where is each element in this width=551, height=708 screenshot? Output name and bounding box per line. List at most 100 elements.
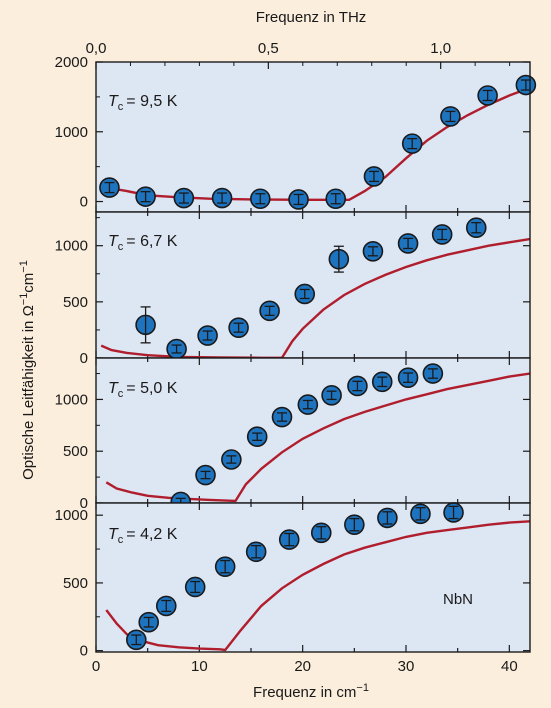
x-tick-label: 40 (501, 658, 518, 675)
data-point (259, 300, 280, 322)
data-point (195, 464, 216, 486)
data-point (325, 188, 347, 210)
x-axis-title-text: Frequenz in cm (253, 684, 356, 701)
data-point (401, 133, 423, 154)
tc-value: = 6,7 K (126, 233, 177, 250)
data-point (184, 576, 206, 598)
y-tick-label: 500 (63, 294, 88, 311)
top-axis-title: Frequenz in THz (256, 9, 367, 26)
data-point (397, 233, 419, 254)
y-tick-label: 0 (80, 495, 88, 512)
y-tick-label: 0 (80, 350, 88, 367)
data-point (440, 106, 461, 127)
data-point (228, 317, 249, 338)
y-axis-title-unit: cm (20, 273, 37, 293)
data-point (214, 556, 236, 577)
data-point (221, 449, 242, 470)
data-point (135, 306, 156, 344)
data-point (465, 217, 487, 239)
theory-curve (106, 86, 530, 201)
top-axis-tick-label: 1,0 (430, 40, 451, 57)
data-point (173, 187, 195, 209)
data-point (126, 629, 147, 651)
x-tick-label: 30 (398, 658, 415, 675)
y-tick-label: 0 (80, 194, 88, 211)
data-point (431, 224, 453, 245)
data-point (166, 338, 187, 360)
y-tick-label: 1000 (55, 507, 88, 524)
data-point (245, 541, 267, 563)
tc-subscript: c (118, 101, 124, 113)
data-point (443, 502, 464, 523)
axes-layer: 0 10 20 30 40 0,0 0,5 1,0 (86, 40, 518, 675)
data-point (328, 245, 350, 273)
x-axis-title: Frequenz in cm−1 (253, 682, 369, 701)
plot-area (96, 212, 530, 358)
panel-frame (95, 502, 531, 653)
panel-3: 0 500 1000 Tc = 5,0 K (55, 357, 531, 513)
x-axis-title-superscript: −1 (356, 682, 369, 694)
data-point (422, 363, 444, 384)
tc-symbol: T (108, 233, 119, 250)
y-tick-label: 1000 (55, 391, 88, 408)
tc-value: = 9,5 K (126, 93, 177, 110)
panel-1: 0 1000 2000 Tc = 9,5 K (55, 54, 537, 213)
tc-value: = 5,0 K (126, 380, 177, 397)
data-point (297, 394, 319, 415)
top-axis-tick-label: 0,0 (86, 40, 107, 57)
plot-area (96, 358, 530, 503)
data-point (99, 177, 120, 198)
data-point (371, 371, 393, 393)
data-point (347, 375, 368, 397)
data-point (288, 189, 309, 210)
theory-curve (105, 372, 530, 503)
tc-symbol: T (108, 526, 119, 543)
data-point (249, 188, 271, 210)
y-axis-title-superscript-1: −1 (18, 293, 30, 306)
panel-2: 0 500 1000 Tc = 6,7 K (55, 211, 531, 367)
x-tick-label: 10 (191, 658, 208, 675)
data-point (344, 514, 365, 535)
data-point (294, 283, 316, 305)
tc-symbol: T (108, 380, 119, 397)
panel-4: 0 500 1000 Tc = 4,2 K (55, 502, 531, 660)
tc-value: = 4,2 K (126, 526, 177, 543)
theory-curve (100, 237, 530, 358)
y-tick-label: 2000 (55, 54, 88, 71)
data-point (477, 85, 498, 106)
data-point (138, 611, 159, 633)
tc-subscript: c (118, 241, 124, 253)
top-axis-tick-label: 0,5 (258, 40, 279, 57)
y-tick-label: 1000 (55, 238, 88, 255)
tc-subscript: c (118, 388, 124, 400)
data-point (410, 503, 431, 525)
data-point (271, 406, 293, 428)
y-axis-title: Optische Leitfähigkeit in Ω−1cm−1 (18, 260, 37, 480)
y-tick-label: 500 (63, 575, 88, 592)
y-tick-label: 1000 (55, 124, 88, 141)
plot-area (96, 62, 530, 212)
data-point (363, 166, 385, 187)
data-point (310, 522, 332, 544)
data-point (155, 595, 177, 617)
data-point (362, 241, 384, 262)
panel-tc-label: Tc = 4,2 K (108, 526, 178, 546)
data-point (397, 367, 419, 388)
data-point (377, 507, 398, 529)
panel-tc-label: Tc = 5,0 K (108, 380, 178, 400)
y-axis-title-superscript-2: −1 (18, 260, 30, 273)
material-label: NbN (443, 591, 473, 608)
data-point (515, 74, 537, 96)
data-point (211, 187, 233, 209)
tc-symbol: T (108, 93, 119, 110)
y-tick-label: 0 (80, 643, 88, 660)
panel-tc-label: Tc = 6,7 K (108, 233, 178, 253)
data-point (278, 529, 300, 550)
theory-curve (105, 520, 530, 652)
y-tick-label: 500 (63, 443, 88, 460)
y-axis-title-text: Optische Leitfähigkeit in Ω (20, 305, 37, 480)
data-point (135, 186, 156, 207)
panel-tc-label: Tc = 9,5 K (108, 93, 178, 113)
